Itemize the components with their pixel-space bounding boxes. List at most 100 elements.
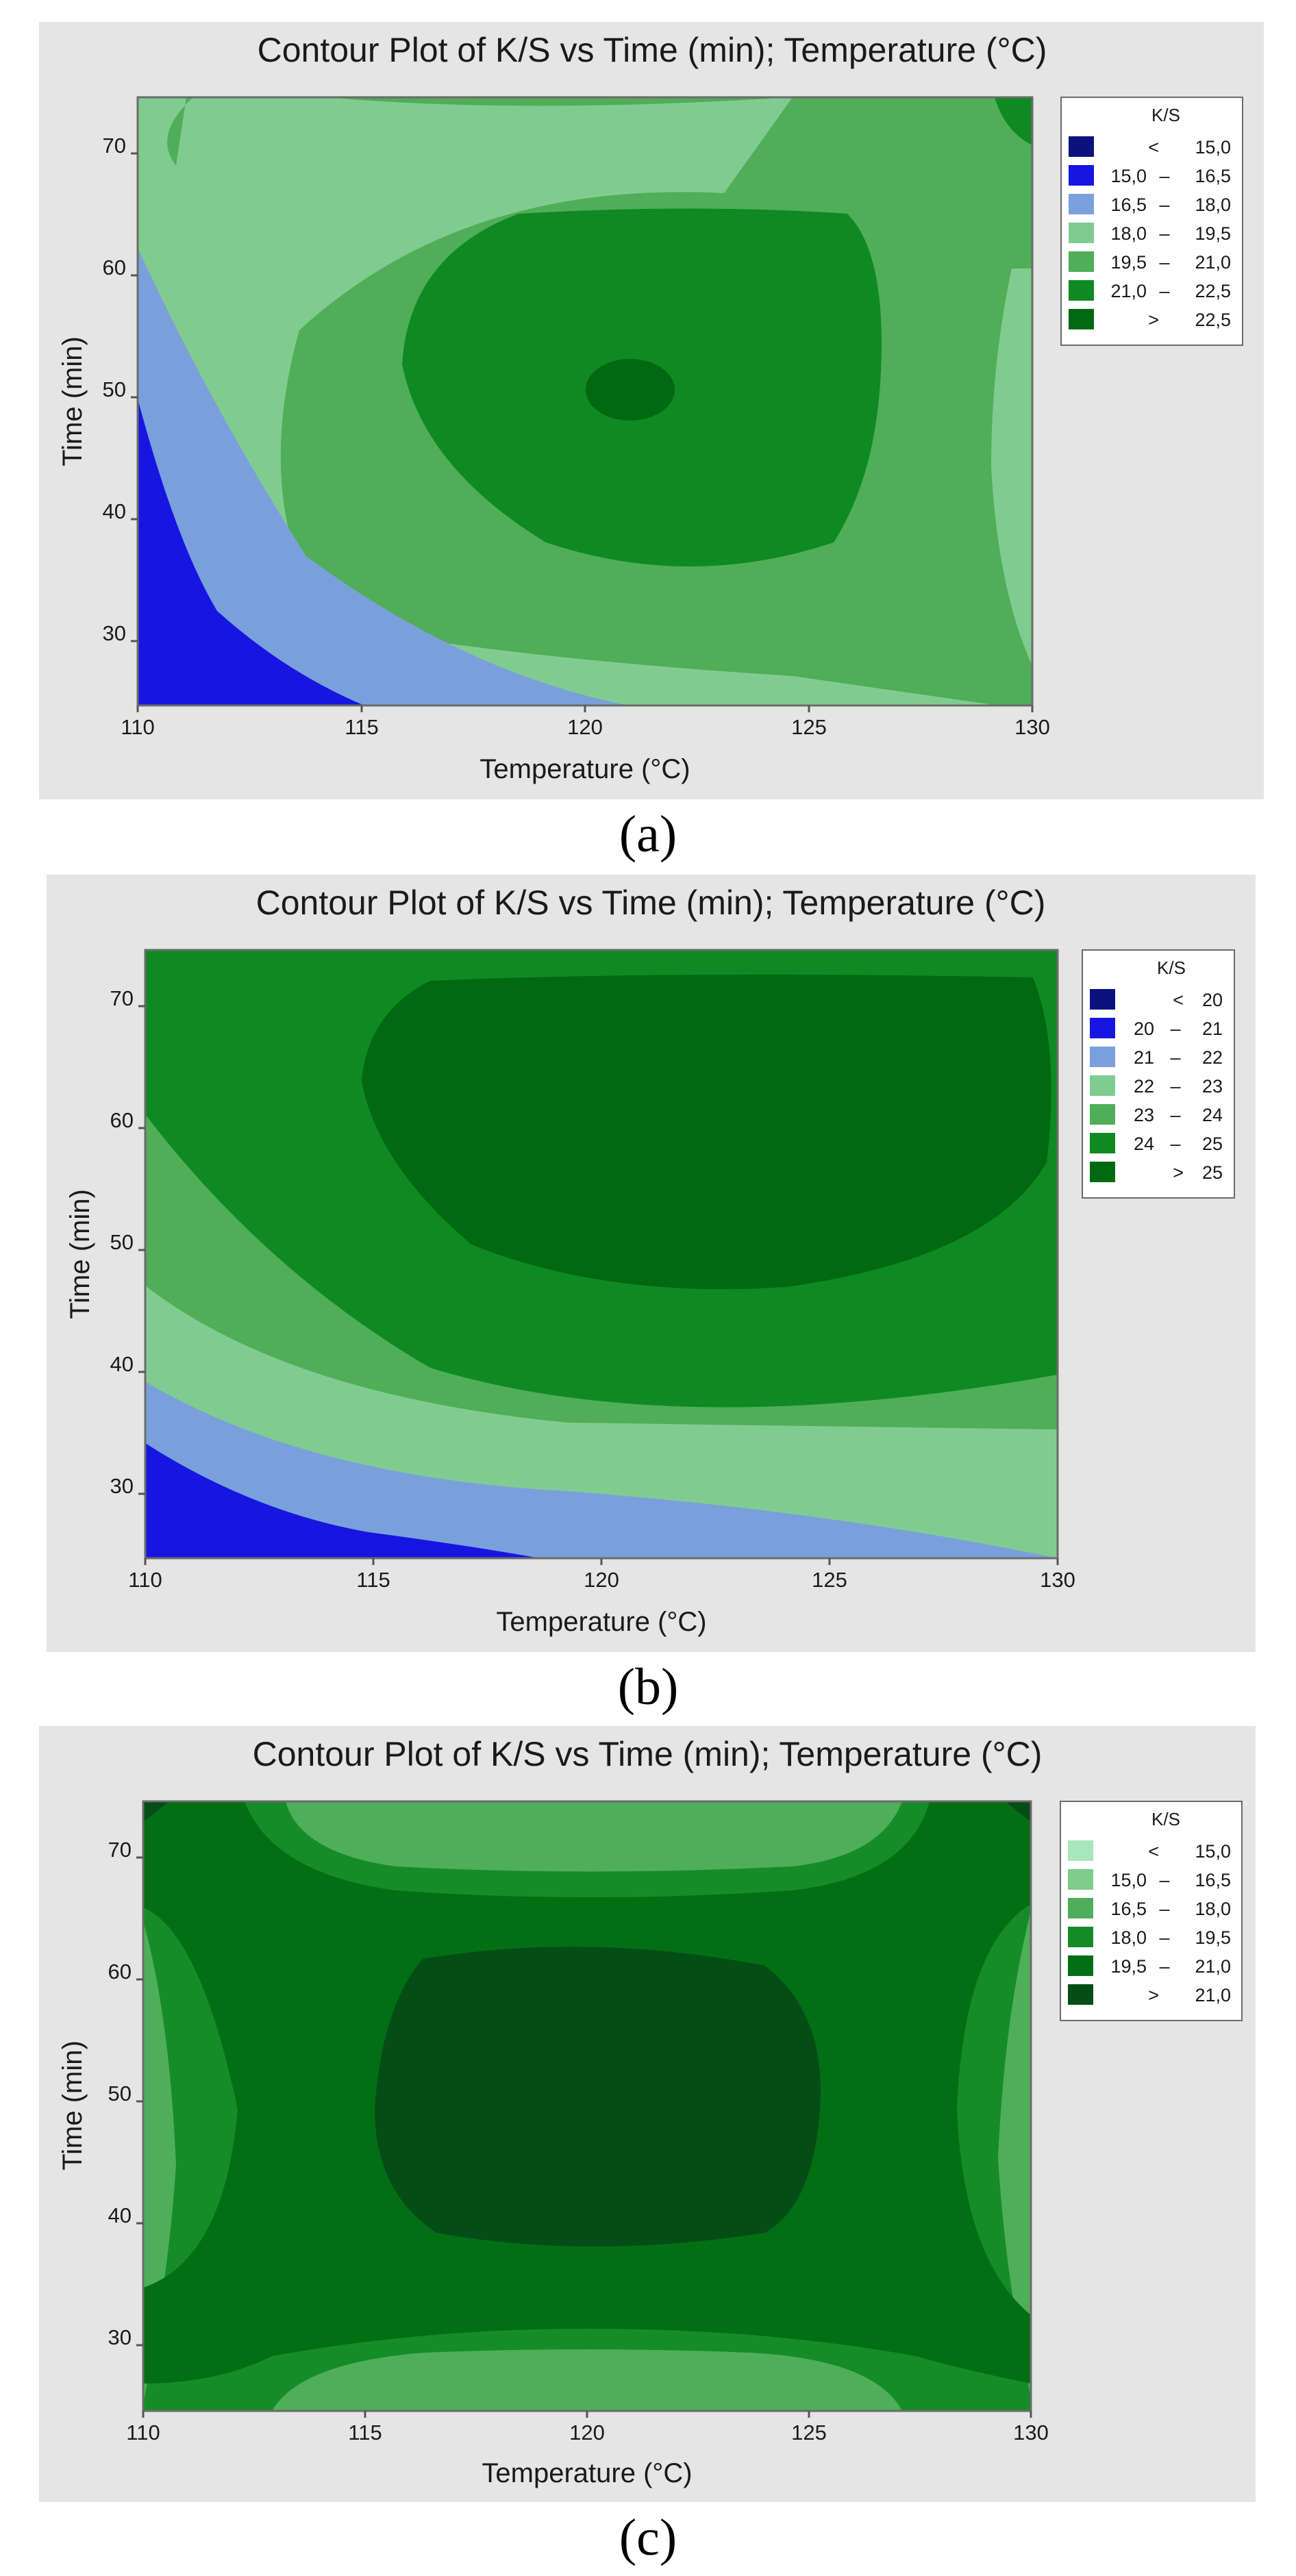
contour-band [143, 1921, 176, 2404]
contour-band [586, 359, 675, 421]
plot-area [144, 949, 1059, 1560]
legend-lo: 18,0 [1110, 1927, 1147, 1948]
legend-swatch [1069, 136, 1094, 157]
contour-band [998, 1911, 1031, 2397]
legend-lo: < [1173, 990, 1184, 1010]
chart-c: Contour Plot of K/S vs Time (min); Tempe… [39, 1726, 1256, 2502]
x-tick-label: 125 [791, 2421, 827, 2444]
legend-hi: 23 [1202, 1076, 1223, 1097]
x-tick-label: 125 [812, 1568, 847, 1592]
legend-swatch [1069, 251, 1094, 272]
legend-lo: 22 [1134, 1076, 1154, 1097]
legend-swatch [1069, 309, 1094, 329]
legend-dash: – [1170, 1105, 1180, 1125]
legend-lo: 16,5 [1110, 1899, 1147, 1919]
y-tick-label: 50 [108, 2081, 132, 2105]
y-tick-label: 70 [110, 986, 134, 1010]
legend-dash: – [1170, 1018, 1180, 1039]
chart-a: Contour Plot of K/S vs Time (min); Tempe… [39, 22, 1264, 799]
legend-swatch [1068, 1955, 1093, 1976]
legend-dash: – [1159, 281, 1169, 301]
contour-band [286, 1801, 902, 1872]
chart-title: Contour Plot of K/S vs Time (min); Tempe… [258, 31, 1047, 69]
legend-lo: > [1148, 310, 1159, 330]
legend-swatch [1090, 1075, 1115, 1096]
legend-lo: 15,0 [1110, 166, 1147, 186]
legend-swatch [1068, 1984, 1093, 2005]
legend-hi: 20 [1202, 990, 1223, 1010]
legend-lo: > [1173, 1162, 1184, 1183]
chart-c-svg: Contour Plot of K/S vs Time (min); Tempe… [58, 1735, 1243, 2488]
contour-band [138, 97, 193, 166]
contour-band [1005, 1801, 1031, 1822]
legend-hi: 21 [1202, 1018, 1223, 1039]
legend-swatch [1069, 194, 1094, 214]
chart-b-svg: Contour Plot of K/S vs Time (min); Tempe… [65, 884, 1235, 1637]
x-tick-label: 115 [345, 715, 378, 739]
legend-swatch [1090, 1104, 1115, 1125]
legend-dash: – [1159, 252, 1169, 273]
legend-lo: 18,0 [1110, 223, 1147, 244]
y-tick-label: 70 [103, 134, 126, 158]
y-axis-label: Time (min) [65, 1189, 95, 1319]
y-tick-label: 30 [103, 621, 126, 645]
legend-hi: 21,0 [1195, 1956, 1231, 1977]
y-tick-label: 60 [108, 1960, 132, 1984]
legend-dash: – [1159, 1956, 1169, 1977]
x-axis-label: Temperature (°C) [482, 2458, 692, 2488]
x-tick-label: 120 [569, 2421, 605, 2444]
y-tick-label: 40 [103, 499, 126, 523]
y-tick-label: 50 [110, 1230, 134, 1254]
contour-band [143, 1801, 169, 1822]
y-axis: 30 40 50 60 70 Time (min) [58, 1838, 143, 2349]
legend-dash: – [1159, 166, 1169, 186]
legend-lo: < [1148, 1841, 1159, 1862]
legend-swatch [1068, 1840, 1093, 1861]
legend-hi: 15,0 [1195, 1841, 1231, 1862]
x-axis: 110 115 120 125 130 Temperature (°C) [126, 2411, 1049, 2488]
legend-lo: 15,0 [1110, 1870, 1147, 1890]
chart-b: Contour Plot of K/S vs Time (min); Tempe… [47, 875, 1256, 1652]
legend-title: K/S [1157, 958, 1186, 978]
plot-area [142, 1800, 1032, 2412]
legend-swatch [1090, 1018, 1115, 1038]
legend-hi: 22,5 [1195, 310, 1231, 330]
legend-hi: 21,0 [1195, 252, 1231, 273]
caption-c: (c) [619, 2509, 677, 2566]
chart-a-svg: Contour Plot of K/S vs Time (min); Tempe… [58, 31, 1243, 784]
legend-dash: – [1170, 1134, 1180, 1154]
legend-hi: 21,0 [1195, 1985, 1231, 2005]
legend-title: K/S [1151, 105, 1180, 125]
y-axis: 30 40 50 60 70 Time (min) [65, 986, 145, 1498]
y-tick-label: 70 [108, 1838, 132, 1862]
legend-lo: 24 [1134, 1134, 1154, 1154]
x-axis: 110 115 120 125 130 Temperature (°C) [128, 1558, 1075, 1637]
legend-hi: 18,0 [1195, 195, 1231, 215]
y-tick-label: 40 [110, 1352, 134, 1376]
legend-swatch [1090, 1047, 1115, 1067]
legend-hi: 15,0 [1195, 137, 1231, 158]
legend-lo: 23 [1134, 1105, 1154, 1125]
caption-b: (b) [617, 1658, 679, 1716]
legend-hi: 16,5 [1195, 1870, 1231, 1890]
y-tick-label: 30 [108, 2325, 132, 2349]
legend-hi: 19,5 [1195, 1927, 1231, 1948]
legend-lo: < [1148, 137, 1159, 158]
legend-swatch [1068, 1927, 1093, 1947]
y-tick-label: 40 [108, 2203, 132, 2227]
contour-band [995, 97, 1032, 145]
contour-band [138, 248, 628, 705]
legend-lo: 19,5 [1110, 1956, 1147, 1977]
contour-band [272, 2349, 902, 2411]
legend-lo: 21,0 [1110, 281, 1147, 301]
legend-hi: 24 [1202, 1105, 1223, 1125]
legend-hi: 22 [1202, 1047, 1223, 1068]
legend-lo: > [1148, 1985, 1159, 2005]
x-tick-label: 125 [791, 715, 827, 739]
chart-title: Contour Plot of K/S vs Time (min); Tempe… [253, 1735, 1043, 1773]
x-tick-label: 120 [584, 1568, 619, 1592]
contour-band [145, 1381, 1058, 1558]
legend-lo: 19,5 [1110, 252, 1147, 273]
x-tick-label: 110 [128, 1568, 162, 1592]
x-tick-label: 130 [1014, 715, 1050, 739]
